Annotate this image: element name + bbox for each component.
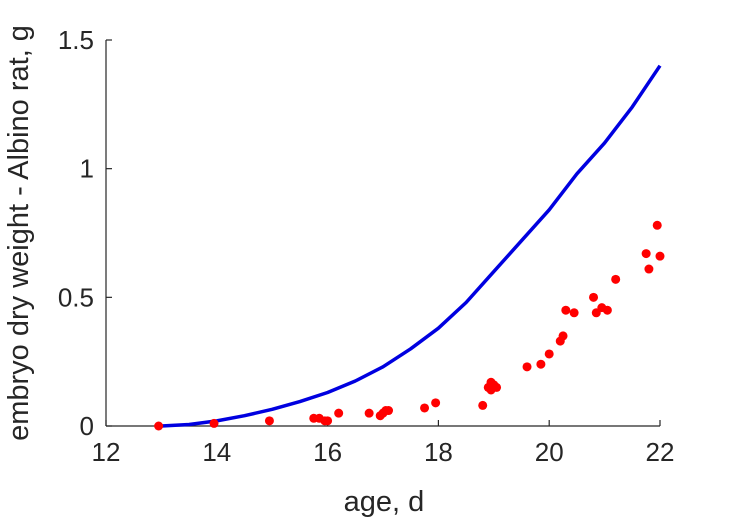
data-point (602, 305, 612, 315)
y-axis-label: embryo dry weight - Albino rat, g (3, 25, 35, 441)
x-axis-ticks: 12 14 16 18 20 22 (92, 420, 675, 467)
y-tick-label: 1.5 (58, 25, 94, 55)
data-point (264, 416, 274, 426)
y-tick-label: 0 (80, 411, 94, 441)
data-point (420, 403, 430, 413)
data-point (611, 274, 621, 284)
x-axis-label: age, d (344, 486, 425, 518)
x-tick-label: 16 (313, 437, 342, 467)
y-tick-label: 1 (80, 154, 94, 184)
x-tick-label: 22 (646, 437, 675, 467)
x-tick-label: 14 (202, 437, 231, 467)
data-point (558, 331, 568, 341)
y-tick-label: 0.5 (58, 282, 94, 312)
data-point (334, 408, 344, 418)
axes (105, 40, 660, 427)
data-point (561, 305, 571, 315)
data-point (384, 406, 394, 416)
fit-curve (161, 64, 662, 428)
series-layer (154, 64, 665, 431)
data-point (536, 359, 546, 369)
y-axis-ticks: 0 0.5 1 1.5 (58, 25, 112, 441)
data-point (478, 400, 488, 410)
x-tick-label: 20 (535, 437, 564, 467)
data-point (641, 249, 651, 259)
x-tick-label: 12 (92, 437, 121, 467)
x-tick-label: 18 (424, 437, 453, 467)
data-point (154, 421, 164, 431)
data-point (644, 264, 654, 274)
data-point (522, 362, 532, 372)
data-point (323, 416, 333, 426)
data-point (544, 349, 554, 359)
data-point (431, 398, 441, 408)
data-point (589, 292, 599, 302)
data-point (492, 382, 502, 392)
data-point (655, 251, 665, 261)
data-point (209, 418, 219, 428)
data-point (364, 408, 374, 418)
data-point (652, 220, 662, 230)
data-point (569, 308, 579, 318)
